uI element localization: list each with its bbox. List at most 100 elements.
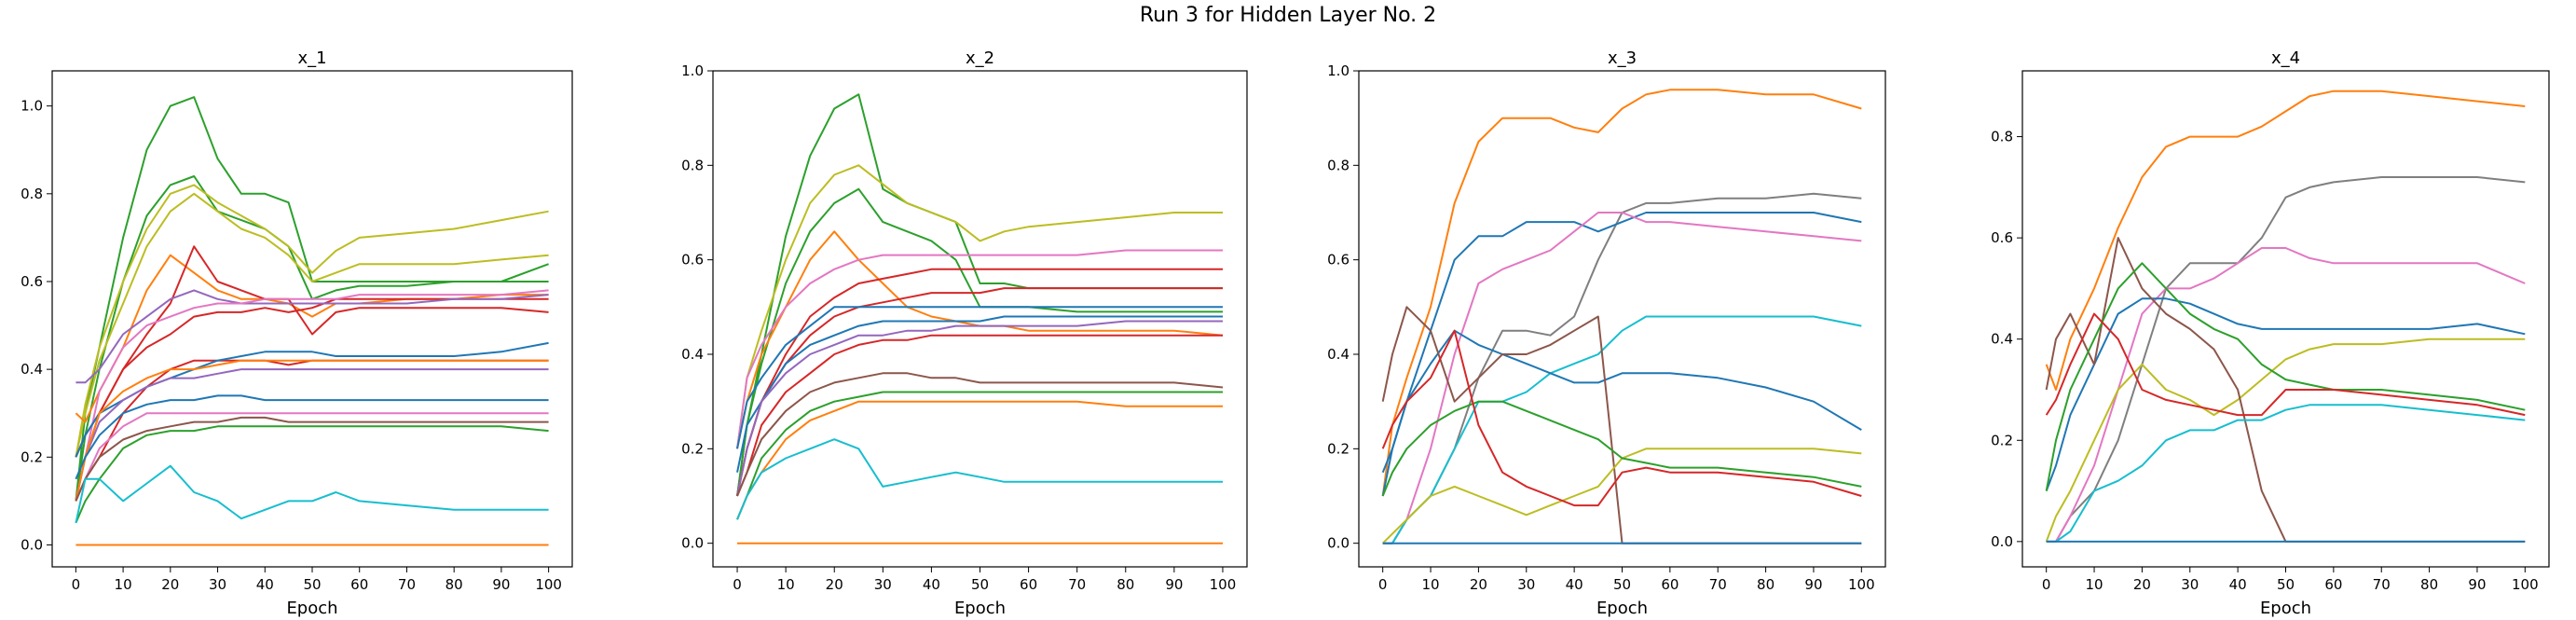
x-tick-label: 30 [2181, 576, 2199, 593]
x-tick-label: 60 [1020, 576, 1037, 593]
x-axis-label: Epoch [1596, 599, 1648, 618]
y-tick-label: 0.4 [681, 346, 704, 363]
series-line-12 [736, 372, 1224, 497]
series-line-10 [1381, 329, 1862, 507]
series-line-3 [75, 184, 549, 458]
x-tick-label: 100 [1210, 576, 1237, 593]
x-tick-label: 20 [2133, 576, 2151, 593]
x-tick-label: 0 [1378, 576, 1388, 593]
y-tick-label: 0.0 [1991, 533, 2013, 550]
series-line-4 [75, 192, 549, 458]
x-tick-label: 30 [1517, 576, 1535, 593]
y-tick-label: 0.2 [1327, 440, 1350, 457]
x-tick-label: 80 [1757, 576, 1774, 593]
x-tick-label: 40 [1566, 576, 1583, 593]
series-line-3 [2046, 247, 2526, 543]
x-tick-label: 0 [2042, 576, 2051, 593]
x-tick-label: 50 [971, 576, 989, 593]
x-axis-label: Epoch [2260, 599, 2311, 618]
x-tick-label: 60 [1661, 576, 1679, 593]
subplot-title: x_3 [1608, 48, 1637, 68]
y-tick-label: 0.6 [1991, 229, 2013, 246]
series-line-9 [75, 289, 549, 502]
x-tick-label: 100 [2512, 576, 2539, 593]
x-tick-label: 70 [1709, 576, 1727, 593]
series-line-1 [1381, 89, 1862, 497]
series-line-6 [736, 268, 1223, 497]
series-line-10 [736, 320, 1223, 497]
y-tick-label: 0.2 [681, 440, 704, 457]
series-line-1 [75, 96, 549, 502]
plot-frame [2021, 70, 2550, 568]
figure-title: Run 3 for Hidden Layer No. 2 [1139, 4, 1437, 27]
y-tick-label: 0.6 [681, 252, 704, 269]
subplot-1: 0 10 20 30 40 50 60 70 80 90 100 0.0 0.2 0.4 0.6 0.8 1.0… [21, 48, 573, 618]
subplot-2: 0 10 20 30 40 50 60 70 80 90 100 0.0 0.2 0.4 0.6 0.8 1.0… [681, 48, 1248, 618]
series-line-14 [736, 400, 1223, 520]
series-line-2 [75, 175, 549, 502]
y-tick-label: 0.6 [1327, 252, 1350, 269]
x-tick-label: 70 [2373, 576, 2391, 593]
series-line-14 [75, 394, 549, 480]
y-tick-label: 0.4 [1327, 346, 1350, 363]
series-line-9 [1381, 400, 1862, 497]
series-line-8 [1381, 448, 1862, 544]
x-tick-label: 100 [535, 576, 562, 593]
y-tick-label: 0.2 [1991, 432, 2013, 448]
x-tick-label: 20 [826, 576, 843, 593]
series-line-5 [2045, 338, 2526, 543]
x-tick-label: 50 [2277, 576, 2295, 593]
subplot-title: x_4 [2271, 48, 2300, 68]
x-tick-label: 10 [2085, 576, 2103, 593]
plot-frame [51, 70, 573, 568]
series-line-15 [75, 412, 549, 502]
subplot-4: 0 10 20 30 40 50 60 70 80 90 100 0.0 0.2 0.4 0.6 0.8 x_4… [1991, 48, 2550, 618]
series-line-9 [2046, 404, 2526, 543]
x-tick-label: 10 [777, 576, 795, 593]
y-tick-label: 0.2 [21, 448, 43, 465]
y-tick-label: 0.8 [1327, 157, 1350, 173]
x-tick-label: 30 [209, 576, 226, 593]
series-line-1 [736, 93, 1223, 497]
series-line-13 [75, 359, 549, 502]
series-line-12 [75, 368, 549, 502]
x-tick-label: 50 [1613, 576, 1631, 593]
series-line-3 [736, 187, 1223, 497]
x-tick-label: 90 [2468, 576, 2486, 593]
series-line-5 [736, 249, 1223, 449]
plot-frame [712, 70, 1248, 568]
x-tick-label: 40 [2229, 576, 2247, 593]
y-tick-label: 1.0 [681, 62, 704, 79]
x-tick-label: 0 [72, 576, 81, 593]
series-line-5 [1382, 315, 1862, 544]
x-tick-label: 90 [1804, 576, 1822, 593]
series-line-16 [75, 416, 549, 502]
x-tick-label: 100 [1848, 576, 1875, 593]
series-line-2 [736, 164, 1223, 449]
series-line-17 [75, 425, 549, 524]
series-line-2 [2046, 176, 2526, 543]
series-line-4 [736, 230, 1224, 449]
x-tick-label: 40 [923, 576, 940, 593]
series-line-4 [2045, 297, 2526, 491]
series-line-3 [1381, 212, 1862, 497]
x-tick-label: 0 [733, 576, 742, 593]
series-line-9 [736, 315, 1223, 473]
subplot-3: 0 10 20 30 40 50 60 70 80 90 100 0.0 0.2 0.4 0.6 0.8 1.0… [1327, 48, 1886, 618]
x-tick-label: 10 [1421, 576, 1439, 593]
series-line-11 [736, 334, 1223, 497]
y-tick-label: 0.4 [1991, 331, 2013, 348]
x-tick-label: 80 [2420, 576, 2438, 593]
series-line-7 [75, 297, 549, 502]
y-tick-label: 0.6 [21, 273, 43, 290]
x-tick-label: 80 [1117, 576, 1134, 593]
series-line-13 [736, 391, 1223, 520]
x-tick-label: 20 [161, 576, 179, 593]
y-tick-label: 1.0 [21, 98, 43, 115]
x-tick-label: 20 [1470, 576, 1487, 593]
series-line-8 [2045, 312, 2526, 417]
series-line-1 [2045, 90, 2526, 391]
y-tick-label: 0.8 [681, 157, 704, 173]
x-tick-label: 30 [874, 576, 892, 593]
